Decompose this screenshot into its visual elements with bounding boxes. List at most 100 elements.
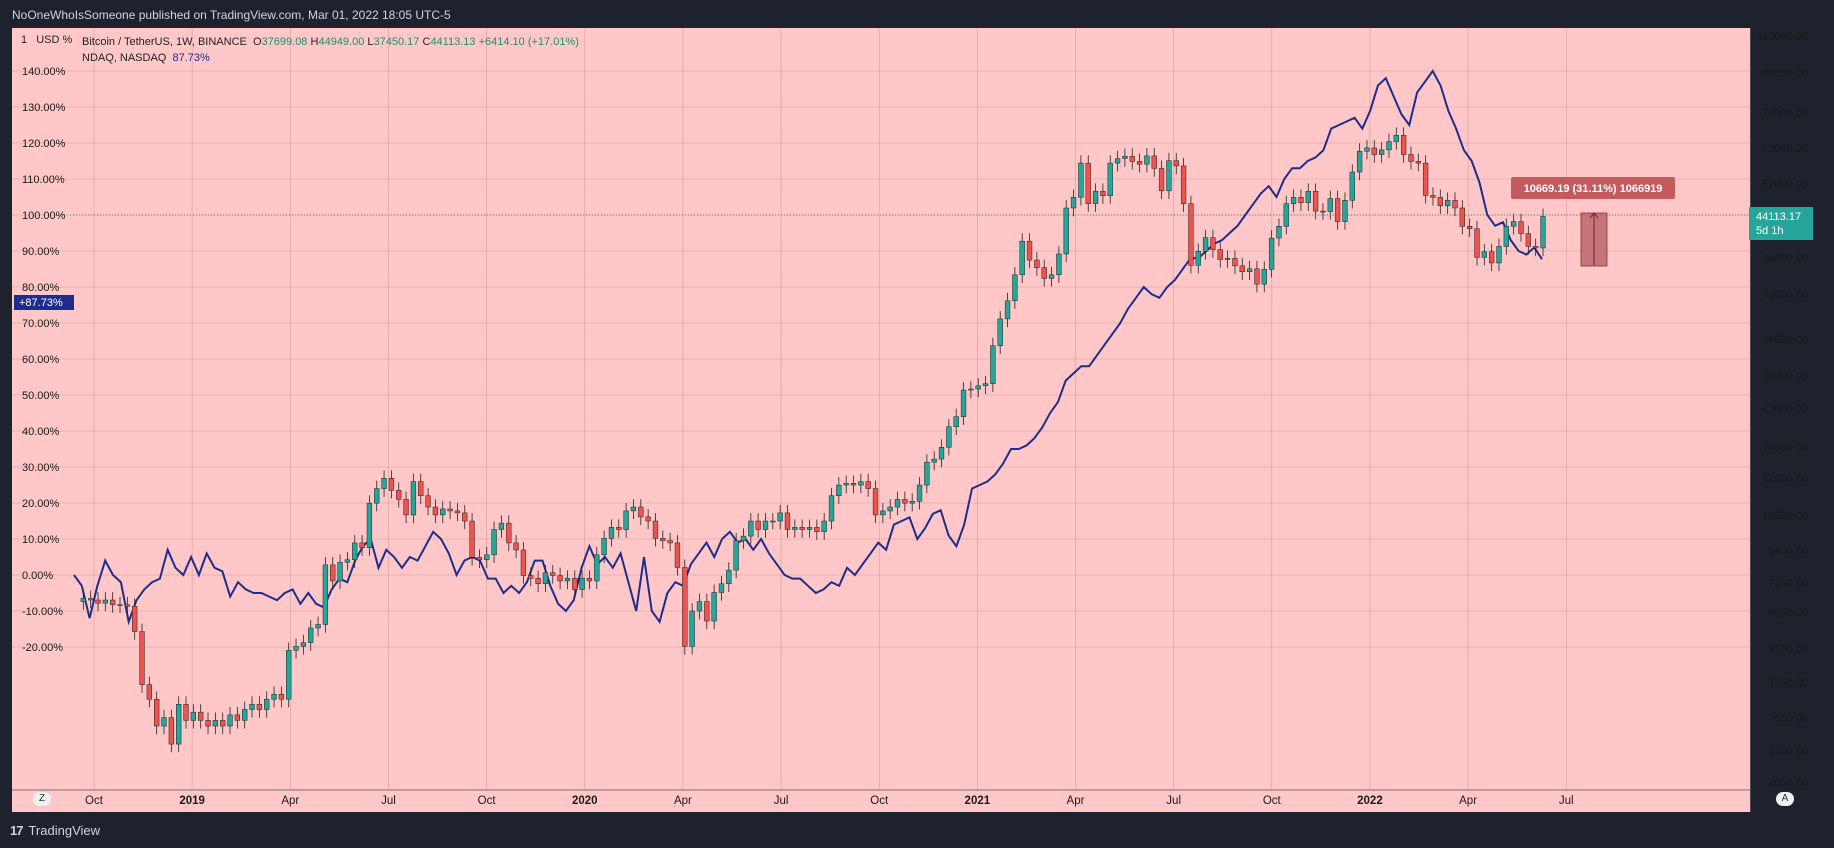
candle [748, 513, 754, 545]
candle [366, 495, 373, 556]
candle [462, 505, 468, 530]
right-axis-tick: 6150.00 [1768, 608, 1808, 620]
chart-pane[interactable] [12, 28, 1750, 812]
left-axis-tick: 60.00% [22, 354, 60, 366]
tradingview-brand[interactable]: 17 TradingView [10, 823, 100, 838]
right-price-axis[interactable]: 110000.00 90000.00 74000.00 62000.00 52000.0… [1757, 31, 1808, 789]
time-axis-tick: Apr [281, 795, 299, 807]
candle [1334, 190, 1341, 230]
candle [190, 704, 197, 729]
candle [740, 528, 747, 549]
right-axis-tick: 74000.00 [1762, 107, 1808, 119]
candle [1195, 243, 1201, 274]
time-axis[interactable]: Oct 2019 Apr Jul Oct 2020 Apr Jul Oct 2021 Apr Jul O… [85, 795, 1574, 807]
btc-legend-title: Bitcoin / TetherUS, 1W, BINANCE [82, 36, 247, 48]
candle [711, 584, 717, 630]
right-axis-tick: 24000.00 [1762, 334, 1808, 346]
ndaq-legend[interactable]: NDAQ, NASDAQ 87.73% [82, 52, 210, 64]
left-axis-tick: 140.00% [22, 66, 66, 78]
candle [975, 377, 981, 398]
candle [916, 477, 923, 510]
left-axis-tick: 10.00% [22, 534, 60, 546]
time-axis-tick: Oct [478, 795, 497, 807]
right-axis-tick: 14000.00 [1762, 442, 1808, 454]
right-axis-tick: 36000.00 [1762, 252, 1808, 264]
measure-label: 10669.19 (31.11%) 1066919 [1524, 183, 1663, 195]
candle [359, 535, 365, 556]
candle [836, 477, 842, 504]
candle [1430, 187, 1436, 206]
candle [1144, 148, 1150, 173]
candle [1004, 292, 1011, 328]
candle [146, 676, 152, 708]
candle [623, 503, 629, 538]
price-chart[interactable]: 10669.19 (31.11%) 1066919 110000.0090000… [0, 28, 1834, 812]
candle [1026, 233, 1033, 269]
candle [183, 696, 189, 729]
left-axis-tick: 90.00% [22, 246, 60, 258]
candle [498, 515, 505, 538]
right-axis-tick: 3650.00 [1768, 713, 1808, 725]
candle [982, 375, 989, 395]
left-axis-tick: 130.00% [22, 102, 66, 114]
candle [227, 706, 233, 735]
auto-scale-left-button[interactable]: Z [33, 792, 51, 806]
candle [894, 491, 901, 516]
candle [579, 570, 585, 598]
time-axis-tick: Apr [1459, 795, 1477, 807]
legend-o-label: O [252, 36, 262, 48]
time-axis-tick: Oct [1263, 795, 1282, 807]
left-axis-tick: -10.00% [22, 606, 63, 618]
candle [887, 499, 893, 520]
candle [909, 493, 915, 512]
candle [308, 620, 314, 651]
candle [506, 515, 512, 552]
candle [80, 590, 86, 610]
candle [161, 709, 167, 735]
candle [102, 592, 108, 612]
candle [425, 487, 431, 516]
candle [1217, 241, 1223, 268]
candle [454, 503, 461, 522]
last-price-countdown: 5d 1h [1756, 225, 1784, 237]
candle [352, 535, 358, 568]
candle [1048, 266, 1055, 287]
candle [513, 535, 519, 559]
candle [638, 499, 644, 526]
candle [212, 712, 219, 735]
candle [667, 532, 673, 552]
candle [1320, 203, 1326, 220]
candle [1246, 260, 1253, 280]
candle [491, 521, 497, 564]
candle [814, 519, 820, 540]
candle [381, 470, 387, 497]
candle [1518, 213, 1524, 242]
candle [117, 596, 123, 613]
time-axis-tick: 2019 [179, 795, 205, 807]
candle [997, 311, 1003, 354]
legend-high: 44949.00 [318, 36, 365, 48]
candle [601, 530, 607, 564]
candle [799, 519, 805, 538]
auto-scale-right-button[interactable]: A [1776, 792, 1794, 806]
legend-change: +6414.10 (+17.01%) [478, 36, 579, 48]
candle [1437, 189, 1443, 215]
candle [960, 382, 967, 425]
candle [1012, 266, 1018, 309]
candle [990, 337, 996, 392]
time-axis-tick: Jul [1166, 795, 1181, 807]
candle [828, 487, 835, 530]
candle [557, 567, 563, 590]
candle [652, 513, 659, 547]
left-axis-corner: 1 USD % [21, 34, 72, 46]
publish-header: NoOneWhoIsSomeone published on TradingVi… [0, 0, 1834, 28]
candle [1276, 218, 1282, 247]
left-percent-axis[interactable]: 140.00% 130.00% 120.00% 110.00% 100.00% 90.00… [22, 66, 66, 654]
time-axis-tick: Oct [85, 795, 104, 807]
candle [1503, 218, 1509, 255]
candle [1312, 183, 1319, 220]
price-range-measure[interactable]: 10669.19 (31.11%) 1066919 [1511, 177, 1675, 267]
btc-legend[interactable]: Bitcoin / TetherUS, 1W, BINANCE O37699.0… [82, 36, 579, 48]
brand-name: TradingView [28, 823, 101, 838]
ndaq-legend-title: NDAQ, NASDAQ [82, 52, 167, 64]
